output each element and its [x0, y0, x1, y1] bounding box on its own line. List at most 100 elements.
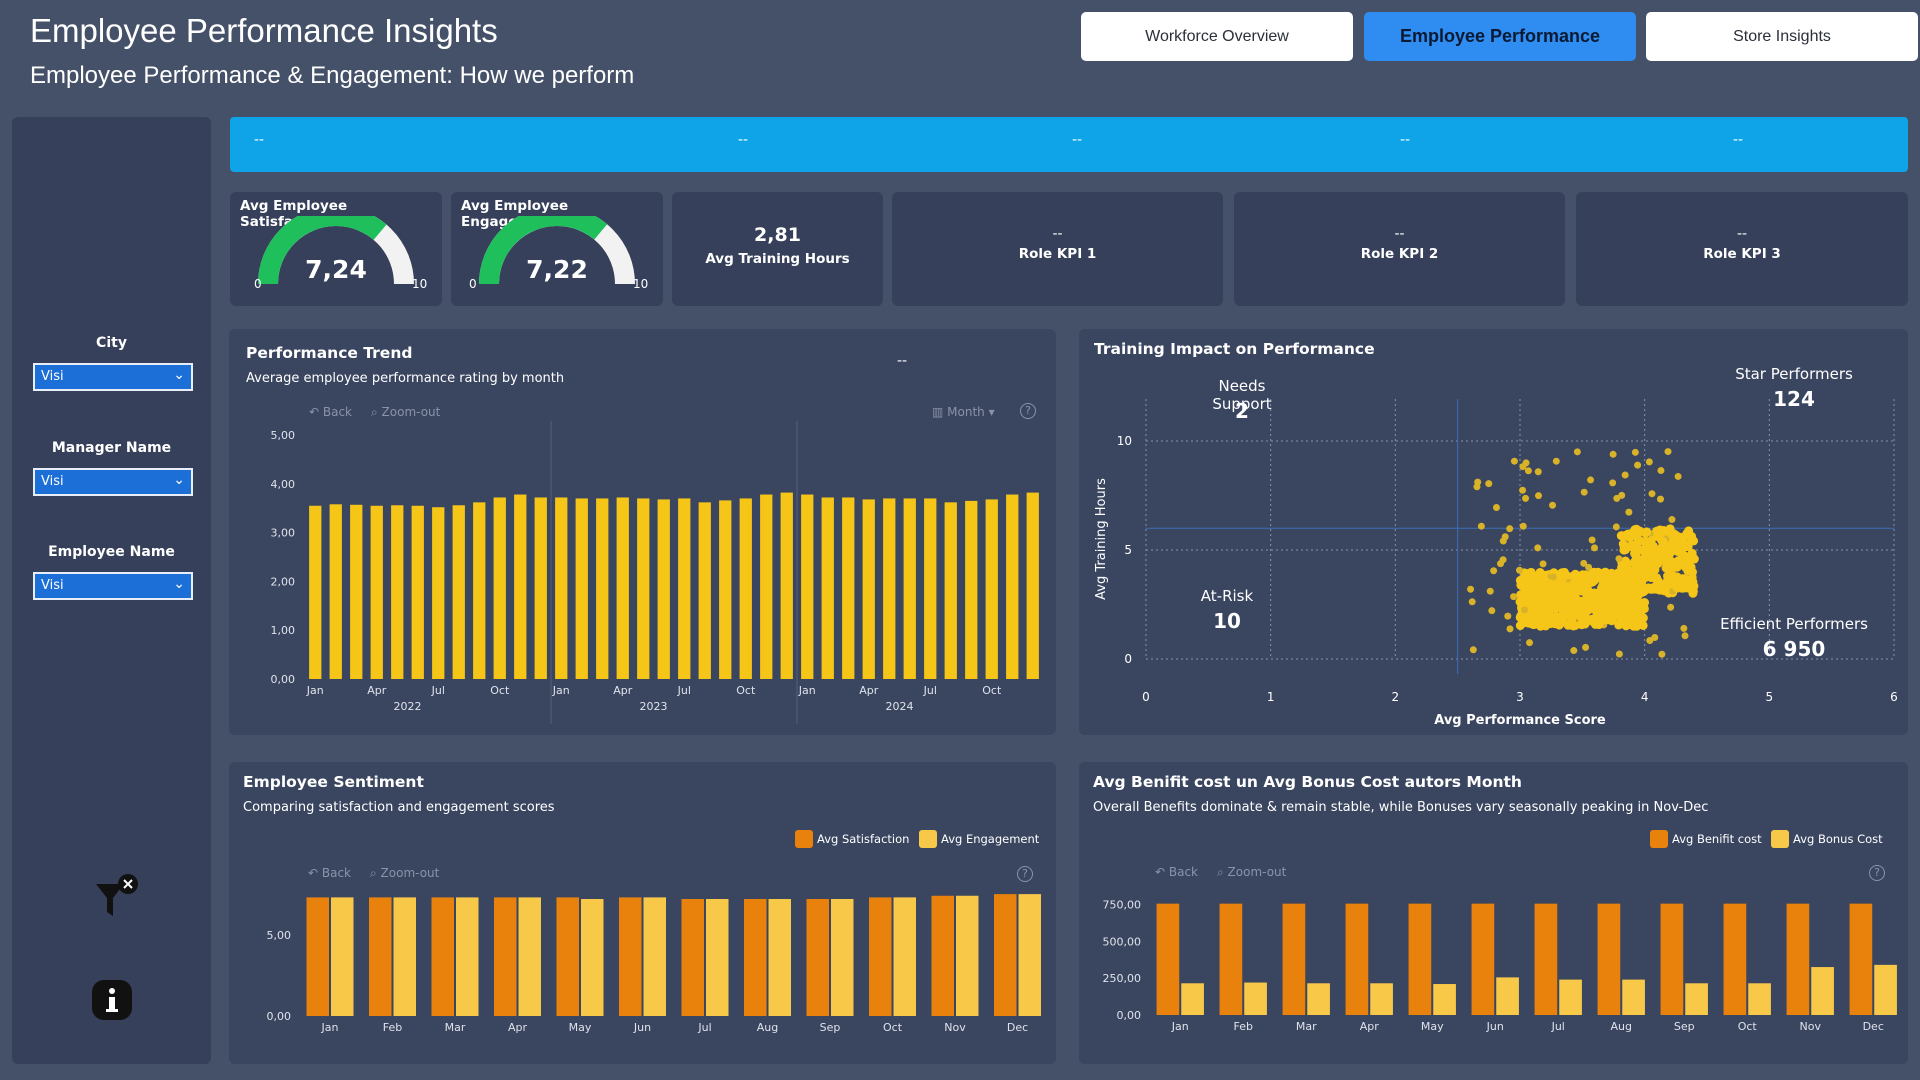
data-point [1615, 650, 1623, 658]
performance-trend-chart: 0,00 1,00 2,00 3,00 4,00 5,00 Jan Apr Jul Oct Jan A… [271, 421, 1039, 724]
data-point [1520, 591, 1530, 601]
bar [1307, 983, 1330, 1015]
data-point [1680, 583, 1690, 593]
chart-subtitle: Average employee performance rating by m… [246, 371, 565, 386]
nav-workforce-overview[interactable]: Workforce Overview [1081, 12, 1353, 61]
data-point [1595, 573, 1605, 583]
data-point [1568, 621, 1578, 631]
data-point [1619, 605, 1629, 615]
info-icon[interactable] [91, 979, 133, 1021]
bar [581, 899, 604, 1016]
bar [1685, 983, 1708, 1015]
clear-filter-icon[interactable] [92, 872, 142, 922]
data-point [1618, 491, 1626, 499]
data-point [1602, 593, 1612, 603]
data-point [1534, 468, 1542, 476]
bar [456, 897, 479, 1016]
bar [619, 897, 642, 1016]
y-tick-label: 1,00 [271, 624, 296, 637]
city-select[interactable]: Visi ⌄ [33, 363, 193, 391]
back-button[interactable]: ↶ Back [309, 405, 353, 419]
data-point [1635, 606, 1645, 616]
bar [370, 505, 383, 679]
banner-value-2: -- [738, 132, 749, 148]
data-point [1519, 486, 1527, 494]
x-tick-label: Jun [633, 1021, 651, 1034]
bar [391, 505, 404, 679]
bar [1408, 903, 1432, 1015]
bar [924, 498, 937, 679]
engagement-gauge: 7,22 0 10 [469, 216, 648, 291]
data-point [1668, 516, 1676, 524]
kpi-value: -- [1394, 226, 1405, 242]
chevron-down-icon: ⌄ [173, 472, 185, 488]
bar [893, 897, 916, 1016]
data-point [1510, 457, 1518, 465]
y-tick-label: 0,00 [271, 673, 296, 686]
data-point [1486, 587, 1494, 595]
quadrant-label-needs-support: Needs Support [1212, 377, 1272, 413]
data-point [1516, 597, 1526, 607]
bar [883, 498, 896, 679]
drill-month-button[interactable]: ▥ Month ▾ [932, 405, 995, 419]
manager-select[interactable]: Visi ⌄ [33, 468, 193, 496]
data-point [1632, 621, 1642, 631]
data-point [1578, 615, 1588, 625]
bar [1006, 494, 1019, 679]
legend-satisfaction: Avg Satisfaction [795, 830, 909, 848]
data-point [1570, 647, 1578, 655]
x-tick-label: Jun [1486, 1020, 1504, 1033]
back-button[interactable]: ↶ Back [1155, 865, 1199, 879]
chart-title: Employee Sentiment [243, 773, 424, 791]
data-point [1610, 590, 1620, 600]
data-point [1609, 450, 1617, 458]
data-point [1549, 501, 1557, 509]
bar [1534, 903, 1558, 1015]
employee-select[interactable]: Visi ⌄ [33, 572, 193, 600]
nav-store-insights[interactable]: Store Insights [1646, 12, 1918, 61]
bar [452, 505, 465, 679]
data-point [1534, 574, 1544, 584]
help-icon[interactable]: ? [1020, 403, 1036, 419]
data-point [1658, 536, 1668, 546]
satisfaction-kpi-card: Avg Employee Satisfaction 7,24 0 10 [230, 192, 442, 306]
gauge-max: 10 [633, 277, 648, 291]
data-point [1656, 525, 1666, 535]
help-icon[interactable]: ? [1869, 865, 1885, 881]
zoom-out-button[interactable]: ⌕ Zoom-out [371, 405, 441, 419]
data-point [1527, 581, 1537, 591]
bar [801, 494, 814, 679]
x-tick-label: Apr [859, 684, 879, 697]
bar [1018, 894, 1041, 1016]
employee-sentiment-card: Employee Sentiment Comparing satisfactio… [229, 762, 1056, 1064]
data-point [1522, 617, 1532, 627]
zoom-out-button[interactable]: ⌕ Zoom-out [1217, 865, 1287, 879]
data-point [1549, 573, 1557, 581]
back-label: Back [322, 405, 353, 419]
x-tick-label: Oct [490, 684, 510, 697]
data-point [1532, 613, 1542, 623]
bar [1282, 903, 1306, 1015]
data-point [1615, 555, 1623, 563]
bar [1622, 979, 1645, 1015]
bar [831, 899, 854, 1016]
x-tick-label: 4 [1641, 690, 1649, 704]
back-button[interactable]: ↶ Back [308, 866, 352, 880]
y-tick-label: 5,00 [267, 929, 292, 942]
zoom-out-button[interactable]: ⌕ Zoom-out [370, 866, 440, 880]
data-point [1520, 606, 1528, 614]
engagement-kpi-card: Avg Employee Engagement 7,22 0 10 [451, 192, 663, 306]
chart-title: Training Impact on Performance [1094, 340, 1375, 358]
bar [1874, 964, 1897, 1015]
data-point [1522, 494, 1530, 502]
help-icon[interactable]: ? [1017, 866, 1033, 882]
data-point [1642, 557, 1652, 567]
data-point [1631, 448, 1639, 456]
x-tick-label: Feb [1233, 1020, 1252, 1033]
data-point [1670, 530, 1680, 540]
quadrant-count-efficient: 6 950 [1762, 637, 1826, 661]
data-point [1517, 578, 1527, 588]
bar [369, 897, 392, 1016]
y-tick-label: 750,00 [1103, 898, 1142, 911]
nav-employee-performance[interactable]: Employee Performance [1364, 12, 1636, 61]
